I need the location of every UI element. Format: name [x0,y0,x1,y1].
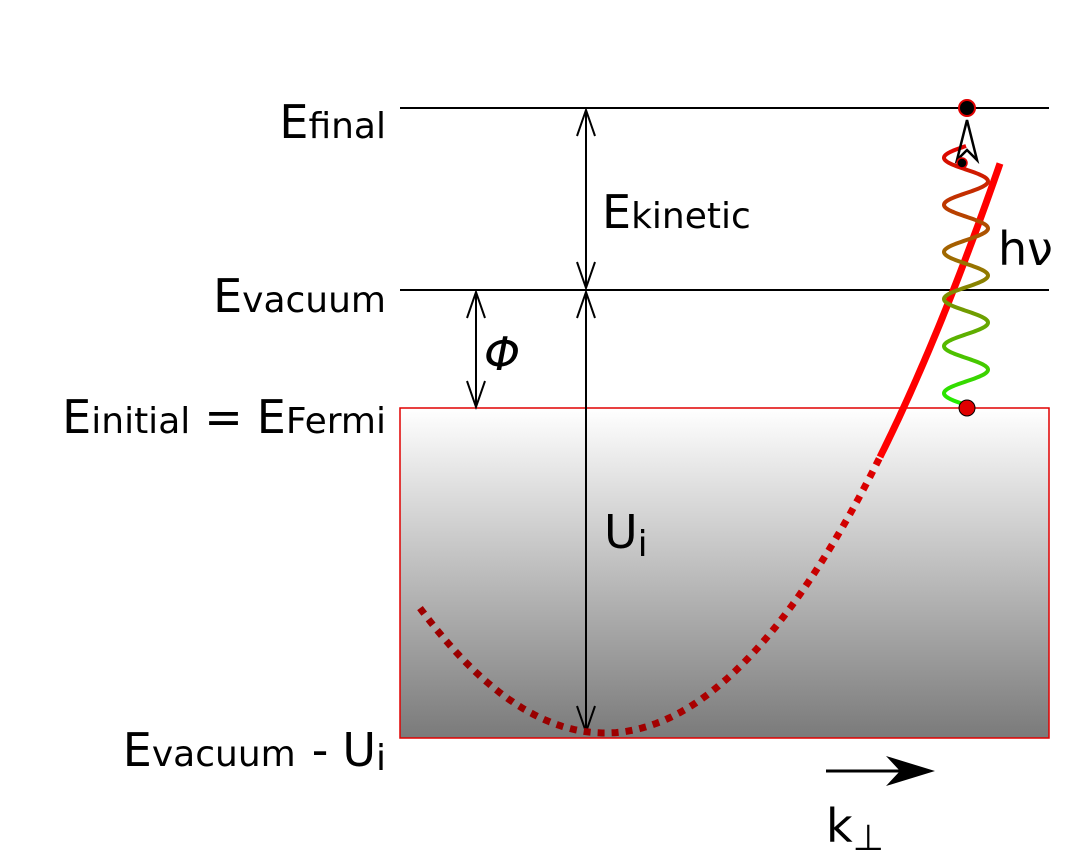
k-perp-label: k⊥ [826,799,884,855]
wavy-photon-icon [941,144,991,407]
e-vacuum-minus-u-label: Evacuum - Ui [123,723,386,779]
e-kinetic-arrow [576,106,596,292]
final-state-point [958,99,976,117]
e-kinetic-label: Ekinetic [602,185,751,239]
e-initial-fermi-label: Einitial = EFermi [62,390,386,444]
photon-top-point [956,157,968,169]
u-i-label: Ui [604,505,648,565]
work-function-label: Φ [484,327,520,381]
arrow-right-icon [826,756,935,786]
e-vacuum-label: Evacuum [213,269,386,323]
initial-state-point [958,399,976,417]
phi-arrow [466,288,486,411]
e-final-label: Efinal [279,95,386,149]
dispersion-curve-dotted [417,455,884,737]
photon-energy-label: hν [998,222,1053,276]
filled-band-region [399,407,1050,739]
photon-arrowhead [954,119,980,165]
